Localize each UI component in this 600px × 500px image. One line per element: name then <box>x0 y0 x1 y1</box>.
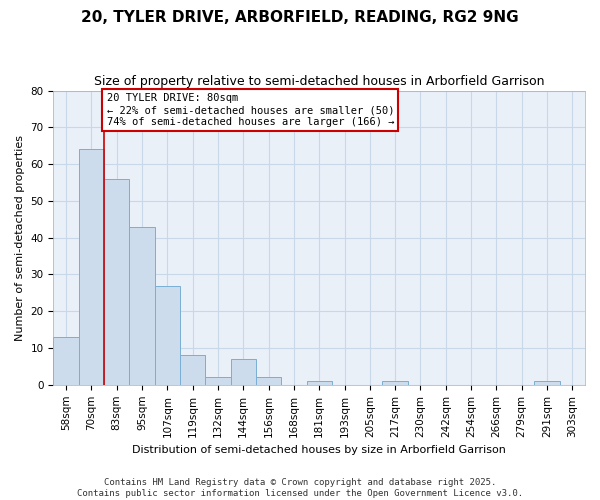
Y-axis label: Number of semi-detached properties: Number of semi-detached properties <box>15 134 25 340</box>
Title: Size of property relative to semi-detached houses in Arborfield Garrison: Size of property relative to semi-detach… <box>94 75 544 88</box>
Bar <box>307 381 332 385</box>
Bar <box>382 381 408 385</box>
Bar <box>130 226 155 385</box>
Bar <box>205 378 230 385</box>
Bar <box>230 359 256 385</box>
Bar <box>104 179 130 385</box>
Bar <box>53 337 79 385</box>
Bar <box>256 378 281 385</box>
Text: Contains HM Land Registry data © Crown copyright and database right 2025.
Contai: Contains HM Land Registry data © Crown c… <box>77 478 523 498</box>
Bar <box>180 356 205 385</box>
Text: 20 TYLER DRIVE: 80sqm
← 22% of semi-detached houses are smaller (50)
74% of semi: 20 TYLER DRIVE: 80sqm ← 22% of semi-deta… <box>107 94 394 126</box>
Bar <box>535 381 560 385</box>
Text: 20, TYLER DRIVE, ARBORFIELD, READING, RG2 9NG: 20, TYLER DRIVE, ARBORFIELD, READING, RG… <box>81 10 519 25</box>
X-axis label: Distribution of semi-detached houses by size in Arborfield Garrison: Distribution of semi-detached houses by … <box>132 445 506 455</box>
Bar <box>155 286 180 385</box>
Bar <box>79 150 104 385</box>
